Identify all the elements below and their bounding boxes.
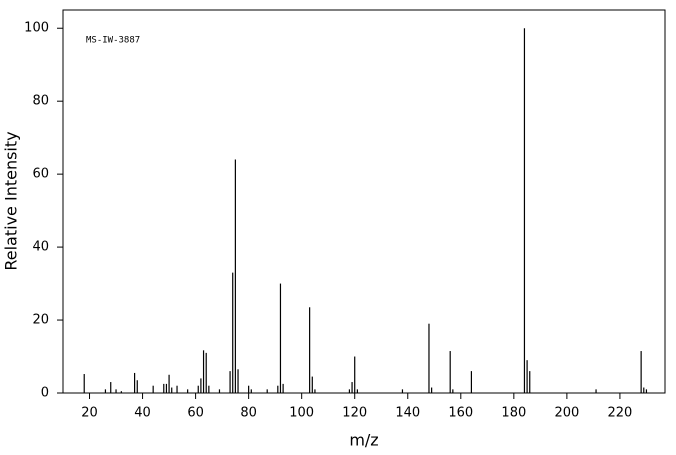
y-axis-label: Relative Intensity bbox=[2, 131, 21, 270]
y-tick-label: 40 bbox=[32, 240, 49, 255]
y-tick-label: 80 bbox=[32, 94, 49, 109]
x-tick-label: 120 bbox=[342, 406, 367, 421]
x-tick-label: 160 bbox=[448, 406, 473, 421]
x-axis-label: m/z bbox=[349, 431, 378, 450]
x-tick-label: 40 bbox=[134, 406, 151, 421]
y-tick-label: 20 bbox=[32, 313, 49, 328]
y-tick-label: 60 bbox=[32, 167, 49, 182]
x-tick-label: 60 bbox=[187, 406, 204, 421]
y-tick-label: 100 bbox=[24, 21, 49, 36]
plot-frame bbox=[62, 9, 666, 394]
x-tick-label: 80 bbox=[240, 406, 257, 421]
annotation: MS-IW-3887 bbox=[86, 36, 140, 46]
x-tick-label: 100 bbox=[289, 406, 314, 421]
y-tick-label: 0 bbox=[41, 386, 49, 401]
x-tick-label: 20 bbox=[81, 406, 98, 421]
x-tick-label: 220 bbox=[608, 406, 633, 421]
x-tick-label: 180 bbox=[501, 406, 526, 421]
x-tick-label: 140 bbox=[395, 406, 420, 421]
x-tick-label: 200 bbox=[554, 406, 579, 421]
